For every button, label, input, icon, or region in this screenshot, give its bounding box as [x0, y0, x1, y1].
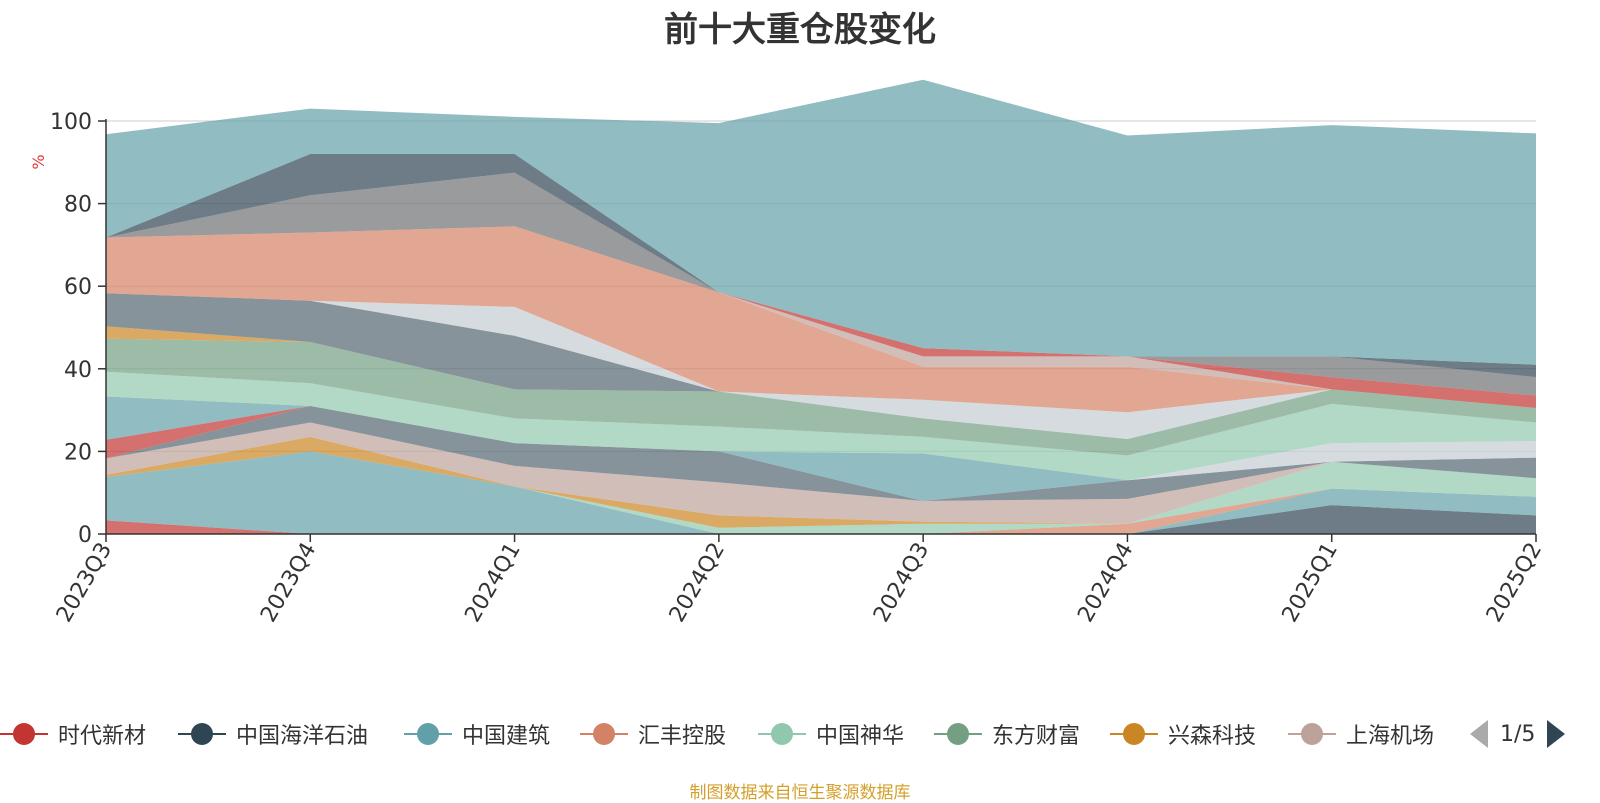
legend-item[interactable]: 时代新材: [0, 712, 146, 756]
legend-label: 兴森科技: [1168, 724, 1257, 749]
legend-item[interactable]: 汇丰控股: [580, 712, 726, 756]
area-series-7: [106, 422, 1536, 524]
x-tick-label: 2023Q4: [256, 539, 321, 627]
legend-marker-icon: [580, 722, 628, 746]
legend-marker-icon: [1288, 722, 1336, 746]
area-series-23: [106, 79, 1536, 365]
source-note: 制图数据来自恒生聚源数据库: [689, 783, 911, 803]
area-series-0: [106, 520, 1536, 534]
legend-label: 中国海洋石油: [236, 724, 369, 749]
x-tick-label: 2024Q3: [869, 539, 934, 627]
area-series-2: [106, 451, 1536, 534]
legend: 时代新材 中国海洋石油 中国建筑 汇丰控股 中国神华 东方财富 兴森科技 上海机场 1/5: [0, 712, 1600, 756]
y-tick-label: 80: [64, 193, 92, 218]
legend-item[interactable]: 中国海洋石油: [178, 712, 368, 756]
legend-label: 中国神华: [816, 724, 905, 749]
legend-label: 东方财富: [992, 724, 1081, 749]
legend-pager: 1/5: [1470, 712, 1566, 756]
x-tick-label: 2024Q4: [1073, 539, 1138, 627]
y-tick-label: 0: [78, 523, 92, 548]
area-series-16: [106, 293, 1536, 439]
area-series-1: [106, 505, 1536, 534]
y-tick-label: 100: [50, 110, 92, 135]
y-tick-label: 60: [64, 275, 92, 300]
legend-item[interactable]: 上海机场: [1288, 712, 1434, 756]
legend-marker-icon: [178, 722, 226, 746]
legend-item[interactable]: 兴森科技: [1110, 712, 1256, 756]
x-tick-label: 2024Q1: [460, 539, 525, 627]
legend-label: 汇丰控股: [638, 724, 727, 749]
legend-marker-icon: [404, 722, 452, 746]
legend-item[interactable]: 东方财富: [934, 712, 1080, 756]
y-tick-label: 40: [64, 358, 92, 383]
legend-label: 时代新材: [58, 724, 147, 749]
area-series-15: [106, 326, 1536, 439]
legend-item[interactable]: 中国神华: [758, 712, 904, 756]
plot-area: 0 20 40 60 80 100% 2023Q3 2023Q4 2024Q1 2024Q2 202…: [29, 79, 1547, 627]
legend-marker-icon: [0, 722, 48, 746]
area-series-14: [106, 338, 1536, 456]
area-series-18: [106, 226, 1536, 413]
legend-label: 上海机场: [1346, 724, 1435, 749]
y-tick-label: 20: [64, 440, 92, 465]
legend-prev-arrow-icon[interactable]: [1470, 720, 1488, 748]
legend-next-arrow-icon[interactable]: [1547, 720, 1566, 748]
legend-marker-icon: [758, 722, 806, 746]
area-series-4: [106, 451, 1536, 534]
legend-marker-icon: [934, 722, 982, 746]
legend-page-indicator: 1/5: [1500, 721, 1536, 747]
area-series-20: [106, 226, 1536, 408]
x-tick-label: 2023Q3: [52, 539, 117, 627]
area-series-12: [106, 396, 1536, 501]
legend-item[interactable]: 中国建筑: [404, 712, 550, 756]
x-tick-label: 2024Q2: [665, 539, 730, 627]
chart-title: 前十大重仓股变化: [664, 10, 936, 50]
legend-label: 中国建筑: [462, 724, 551, 749]
x-tick-label: 2025Q1: [1278, 539, 1343, 627]
x-tick-label: 2025Q2: [1482, 539, 1547, 627]
legend-marker-icon: [1110, 722, 1158, 746]
area-series-9: [106, 406, 1536, 501]
y-axis-label: %: [29, 154, 48, 169]
area-series-21: [106, 172, 1536, 396]
area-series-13: [106, 371, 1536, 481]
